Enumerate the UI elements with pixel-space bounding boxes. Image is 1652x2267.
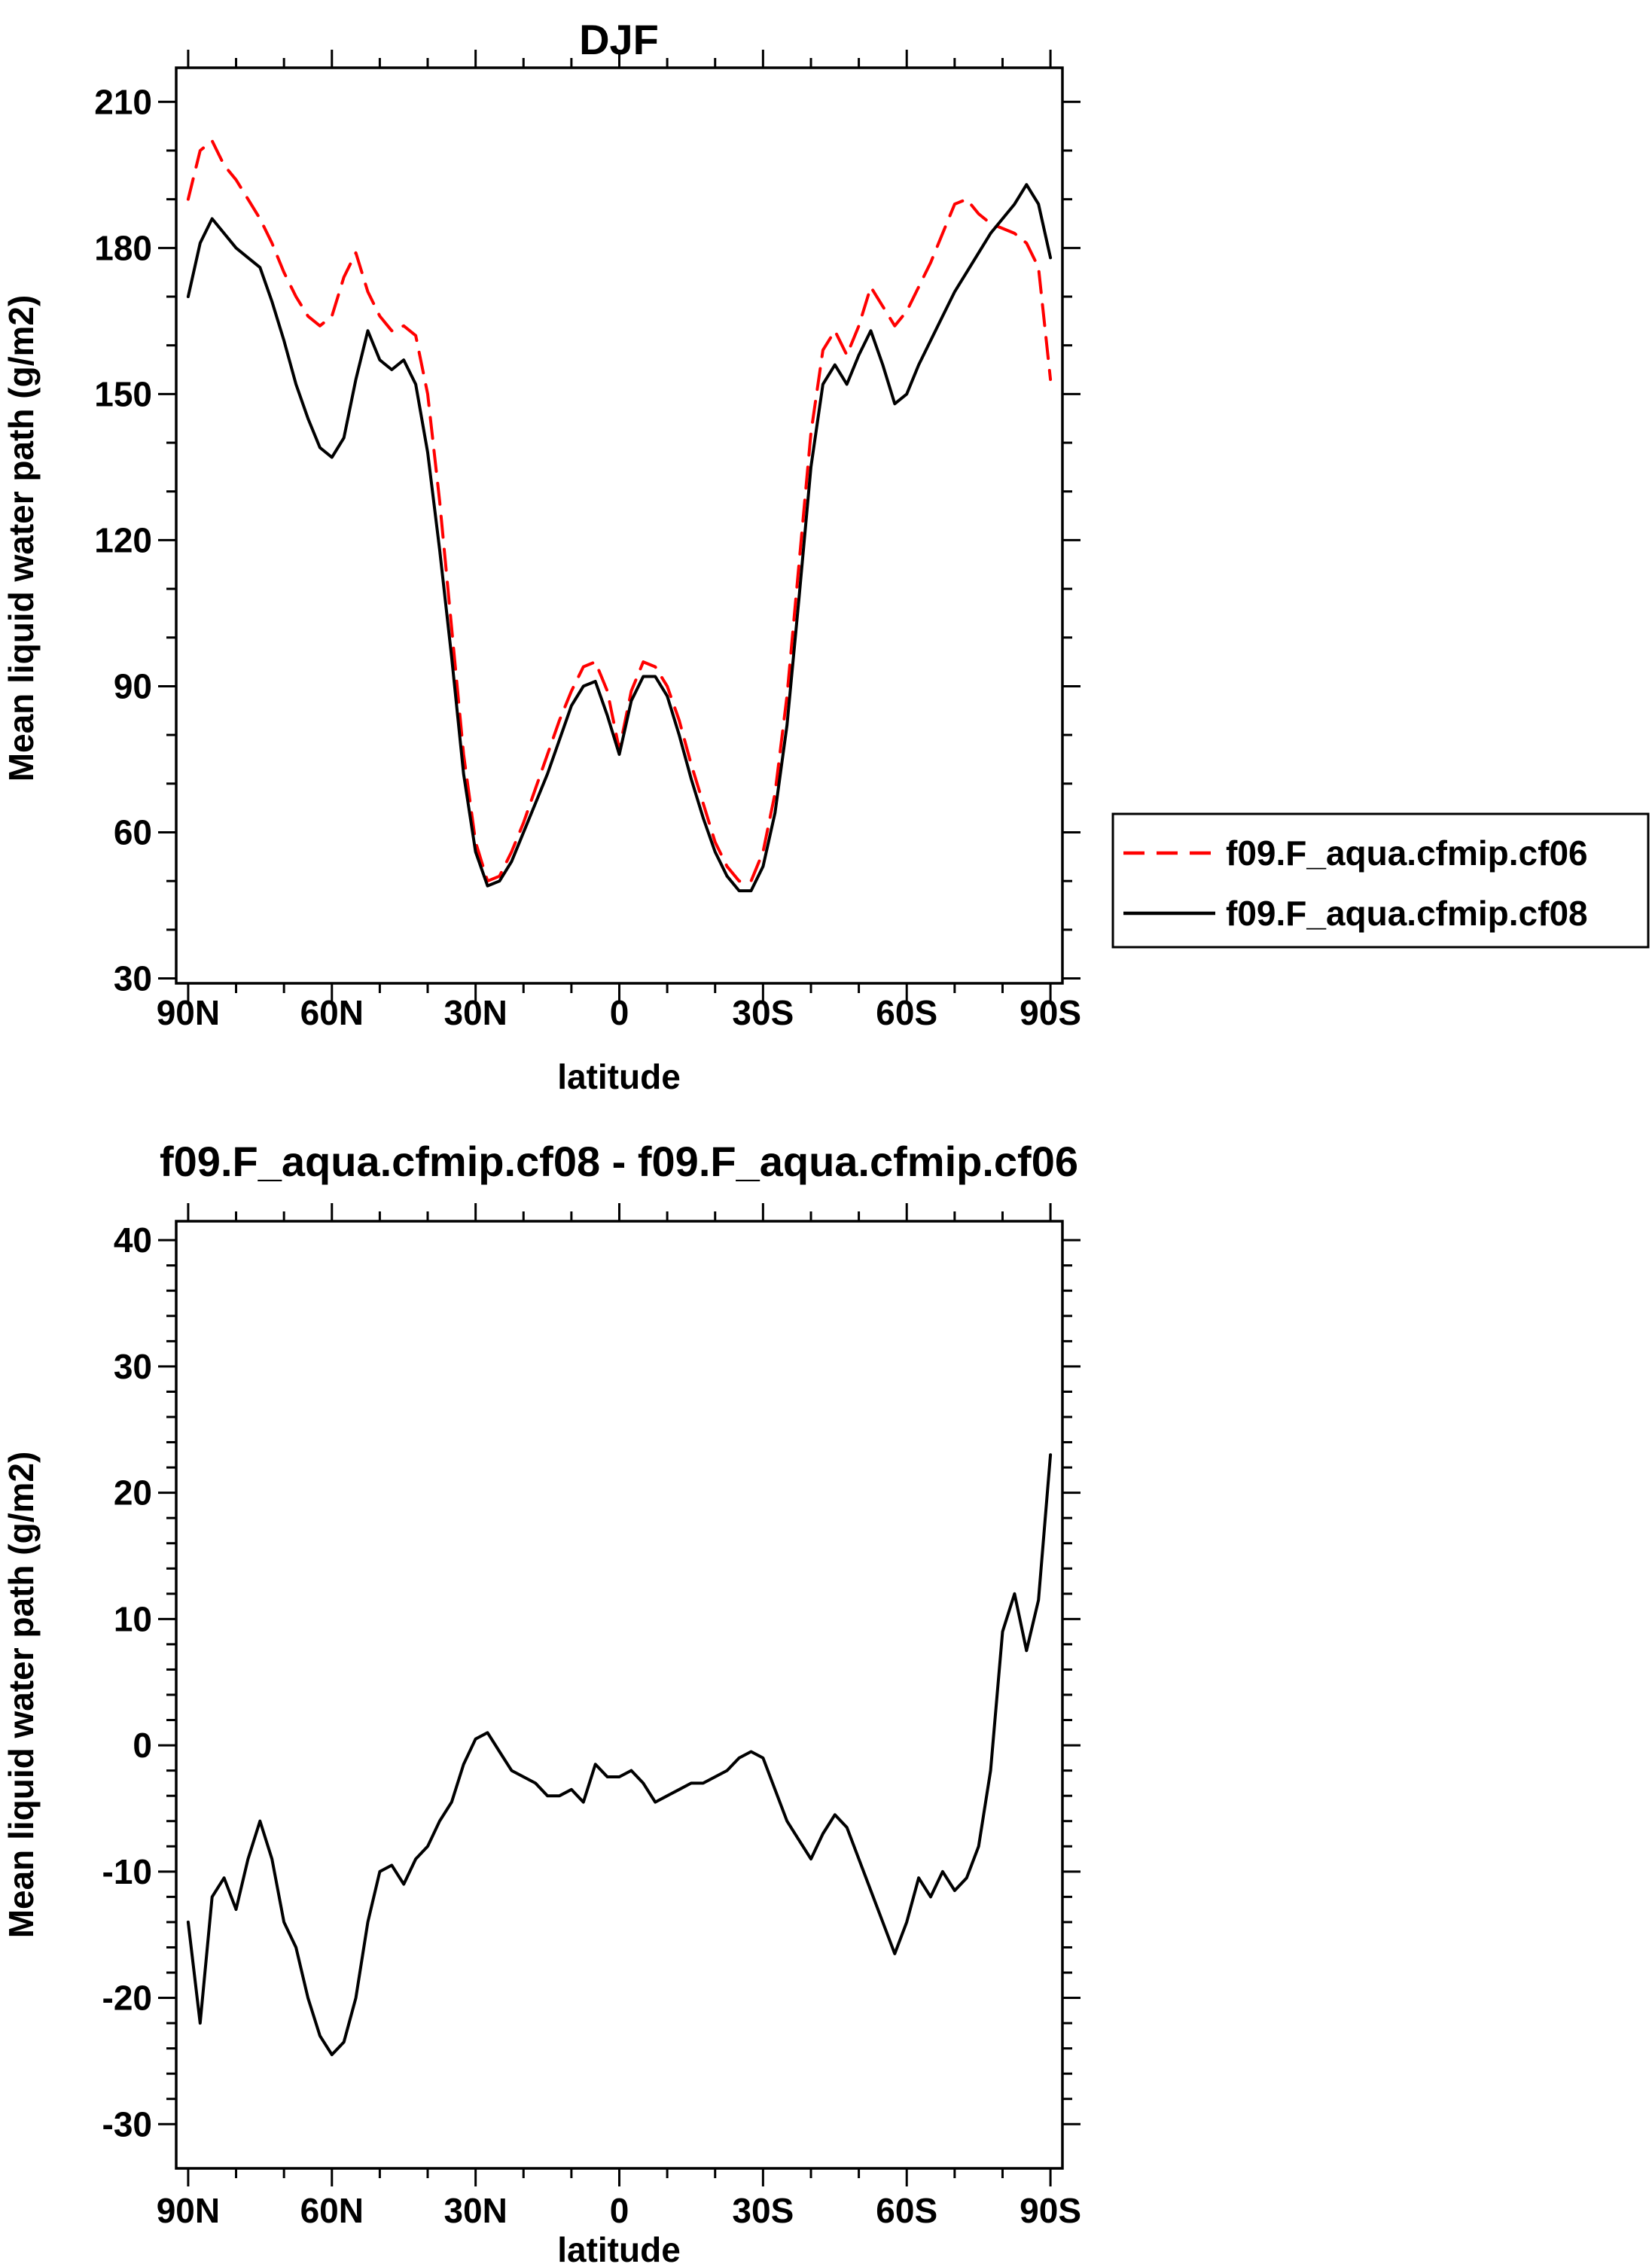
plot-frame — [175, 66, 1064, 985]
x-tick-label: 90S — [1020, 2191, 1081, 2230]
x-tick-label: 90S — [1020, 993, 1081, 1032]
x-tick-label: 30S — [732, 2191, 794, 2230]
x-tick-label: 30N — [443, 2191, 507, 2230]
bottom-chart-title: f09.F_aqua.cfmip.cf08 - f09.F_aqua.cfmip… — [160, 1138, 1078, 1185]
legend-box — [1111, 812, 1650, 949]
legend-label-cf06: f09.F_aqua.cfmip.cf06 — [1226, 833, 1588, 873]
x-tick-label: 0 — [610, 993, 629, 1032]
y-tick-label: 150 — [94, 374, 152, 413]
x-tick-label: 90N — [157, 2191, 220, 2230]
legend-frame — [1111, 812, 1650, 949]
y-tick-label: 30 — [114, 1347, 152, 1386]
y-tick-label: -20 — [102, 1979, 152, 2018]
x-tick-label: 30N — [443, 993, 507, 1032]
series-line — [186, 183, 1053, 893]
plot-frame — [175, 1220, 1064, 2170]
y-tick-label: 0 — [133, 1726, 152, 1765]
y-tick-label: 90 — [114, 666, 152, 705]
x-tick-label: 0 — [610, 2191, 629, 2230]
x-tick-label: 90N — [157, 993, 220, 1032]
y-tick-label: 40 — [114, 1220, 152, 1260]
top-chart-xlabel: latitude — [557, 1057, 681, 1096]
series-line — [186, 139, 1053, 883]
x-tick-label: 60N — [300, 993, 364, 1032]
top-chart-plot-area: 90N 60N 30N 0 30S 60S 90S 30 60 90 120 150 180 210 — [94, 50, 1081, 1032]
y-tick-label: -10 — [102, 1852, 152, 1891]
y-tick-label: 10 — [114, 1599, 152, 1638]
series-line — [186, 1453, 1053, 2056]
legend-label-cf08: f09.F_aqua.cfmip.cf08 — [1226, 894, 1588, 933]
y-tick-label: 120 — [94, 520, 152, 559]
bottom-chart-xlabel: latitude — [557, 2230, 681, 2267]
y-tick-label: 20 — [114, 1473, 152, 1513]
y-tick-label: -30 — [102, 2104, 152, 2144]
y-tick-label: 180 — [94, 228, 152, 267]
bottom-chart-plot-area: 90N 60N 30N 0 30S 60S 90S -30 -20 -10 0 10 20 30 40 — [102, 1203, 1081, 2230]
y-tick-label: 30 — [114, 959, 152, 998]
x-tick-label: 30S — [732, 993, 794, 1032]
y-tick-label: 210 — [94, 82, 152, 121]
y-tick-label: 60 — [114, 812, 152, 852]
bottom-chart-ylabel: Mean liquid water path (g/m2) — [2, 1452, 41, 1939]
x-tick-label: 60S — [876, 2191, 937, 2230]
x-tick-label: 60N — [300, 2191, 364, 2230]
top-chart-ylabel: Mean liquid water path (g/m2) — [2, 295, 41, 782]
x-tick-label: 60S — [876, 993, 937, 1032]
